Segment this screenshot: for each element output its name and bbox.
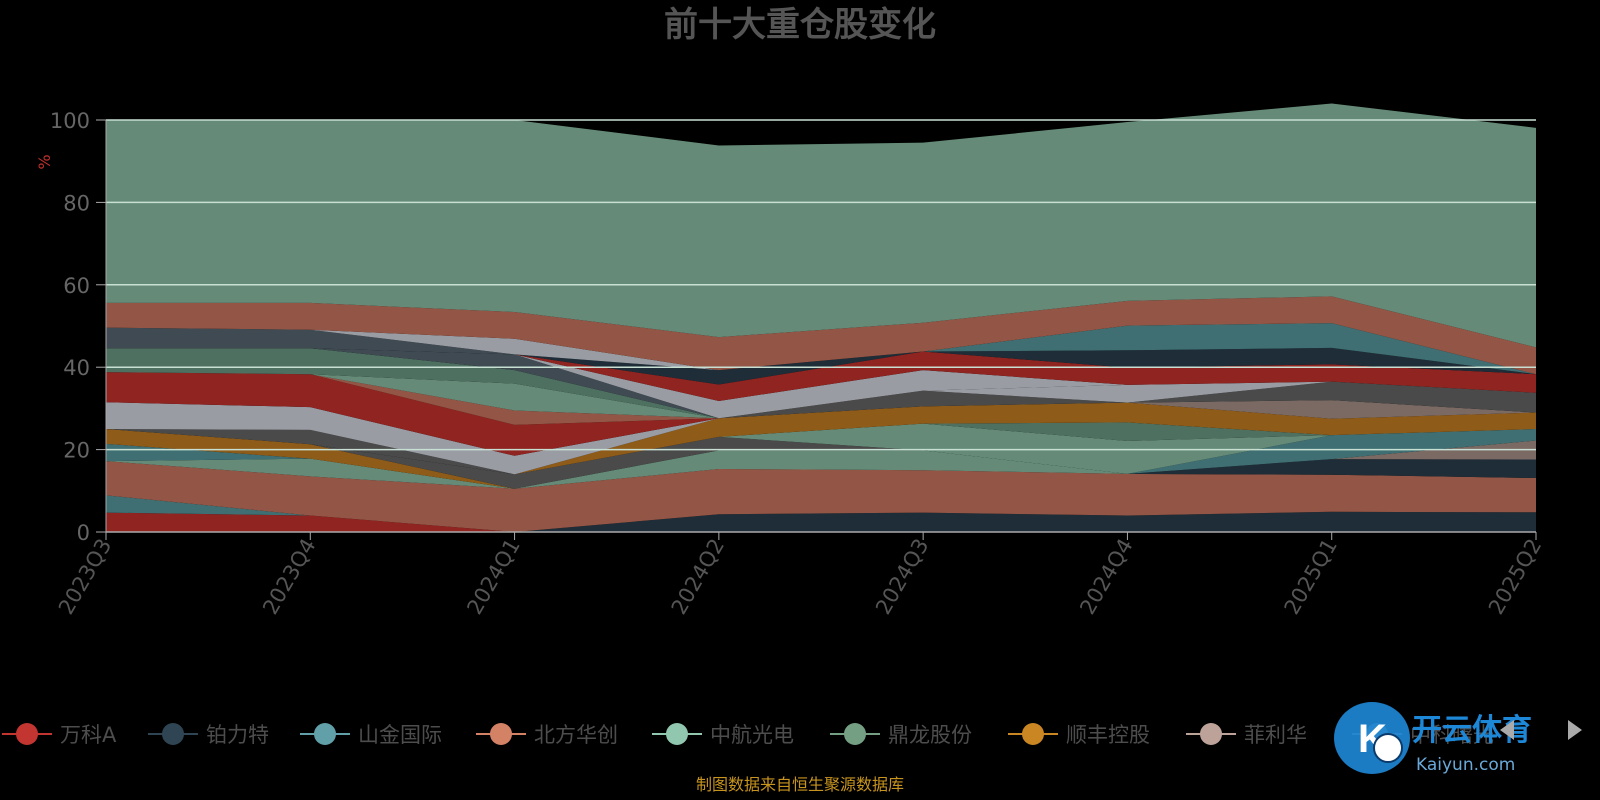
legend-label: 山金国际	[358, 723, 442, 747]
legend-item[interactable]: 万科A	[2, 723, 117, 747]
area-series-16	[106, 381, 1536, 475]
area-series-15	[106, 400, 1536, 475]
legend-label: 中科曙光	[1410, 723, 1494, 747]
brand-logo: K 开云体育 Kaiyun.com	[1334, 702, 1532, 775]
grid-lines	[106, 119, 1536, 451]
legend-marker-icon	[666, 723, 688, 745]
area-series-27	[106, 323, 1536, 375]
x-axis: 2023Q3 2023Q4 2024Q1 2024Q2 2024Q3 2024Q4 2025…	[54, 531, 1546, 619]
legend-marker-icon	[16, 723, 38, 745]
legend-item[interactable]: 鼎龙股份	[830, 723, 972, 747]
x-tick-label: 2023Q4	[258, 535, 320, 619]
y-axis-unit: %	[35, 154, 54, 169]
legend-marker-icon	[314, 723, 336, 745]
legend-label: 中航光电	[710, 723, 794, 747]
legend[interactable]: 万科A 铂力特 山金国际 北方华创 中航光电 鼎龙股份 顺丰控股 菲利华 中科曙光	[2, 723, 1494, 747]
legend-item[interactable]: 山金国际	[300, 723, 442, 747]
area-series-23	[106, 348, 1536, 419]
y-tick-label: 80	[63, 191, 90, 215]
legend-marker-icon	[490, 723, 512, 745]
source-footer: 制图数据来自恒生聚源数据库	[696, 775, 904, 794]
area-series-7	[106, 429, 1536, 489]
legend-label: 北方华创	[534, 723, 618, 747]
x-tick-label: 2025Q1	[1280, 535, 1342, 619]
area-series-25	[106, 347, 1536, 385]
y-tick-label: 0	[77, 521, 90, 545]
area-series-1	[106, 511, 1536, 532]
area-series-0	[106, 511, 1536, 532]
chart-title: 前十大重仓股变化	[664, 5, 936, 45]
area-series-11	[106, 429, 1536, 489]
x-tick-label: 2024Q4	[1075, 535, 1137, 619]
legend-pager[interactable]	[1500, 720, 1582, 740]
logo-sub-text: Kaiyun.com	[1416, 755, 1515, 775]
area-series-6	[106, 429, 1536, 489]
legend-item[interactable]: 中科曙光	[1352, 723, 1494, 747]
y-axis: 0 20 40 60 80 100	[50, 109, 107, 545]
legend-marker-icon	[162, 723, 184, 745]
area-series-26	[106, 323, 1536, 375]
legend-marker-icon	[1022, 723, 1044, 745]
legend-marker-icon	[844, 723, 866, 745]
y-tick-label: 40	[63, 356, 90, 380]
area-series-30	[106, 103, 1536, 348]
x-tick-label: 2023Q3	[54, 535, 116, 619]
area-series-20	[106, 372, 1536, 419]
legend-item[interactable]: 铂力特	[148, 723, 269, 747]
legend-label: 鼎龙股份	[888, 723, 972, 747]
x-tick-label: 2024Q3	[871, 535, 933, 619]
legend-label: 万科A	[60, 723, 117, 747]
area-series-13	[106, 422, 1536, 475]
legend-label: 菲利华	[1244, 723, 1307, 747]
area-series-17	[106, 381, 1536, 475]
legend-label: 顺丰控股	[1066, 723, 1150, 747]
y-tick-label: 20	[63, 439, 90, 463]
area-series-29	[106, 296, 1536, 375]
triangle-left-icon[interactable]	[1500, 720, 1514, 740]
area-series-19	[106, 372, 1536, 425]
y-tick-label: 60	[63, 274, 90, 298]
y-tick-label: 100	[50, 109, 90, 133]
legend-item[interactable]: 顺丰控股	[1008, 723, 1150, 747]
soccer-ball-icon	[1373, 733, 1403, 763]
legend-label: 铂力特	[206, 723, 269, 747]
area-series-21	[106, 348, 1536, 419]
area-layer	[106, 103, 1536, 532]
area-series-12	[106, 423, 1536, 475]
area-series-3	[106, 461, 1536, 532]
area-series-24	[106, 348, 1536, 401]
x-tick-label: 2024Q2	[667, 535, 729, 619]
legend-item[interactable]: 菲利华	[1186, 723, 1307, 747]
x-tick-label: 2025Q2	[1484, 535, 1546, 619]
legend-item[interactable]: 北方华创	[476, 723, 618, 747]
area-series-18	[106, 372, 1536, 456]
area-series-4	[106, 459, 1536, 489]
x-tick-label: 2024Q1	[462, 535, 524, 619]
area-series-14	[106, 402, 1536, 475]
legend-item[interactable]: 中航光电	[652, 723, 794, 747]
triangle-right-icon[interactable]	[1568, 720, 1582, 740]
legend-marker-icon	[1200, 723, 1222, 745]
